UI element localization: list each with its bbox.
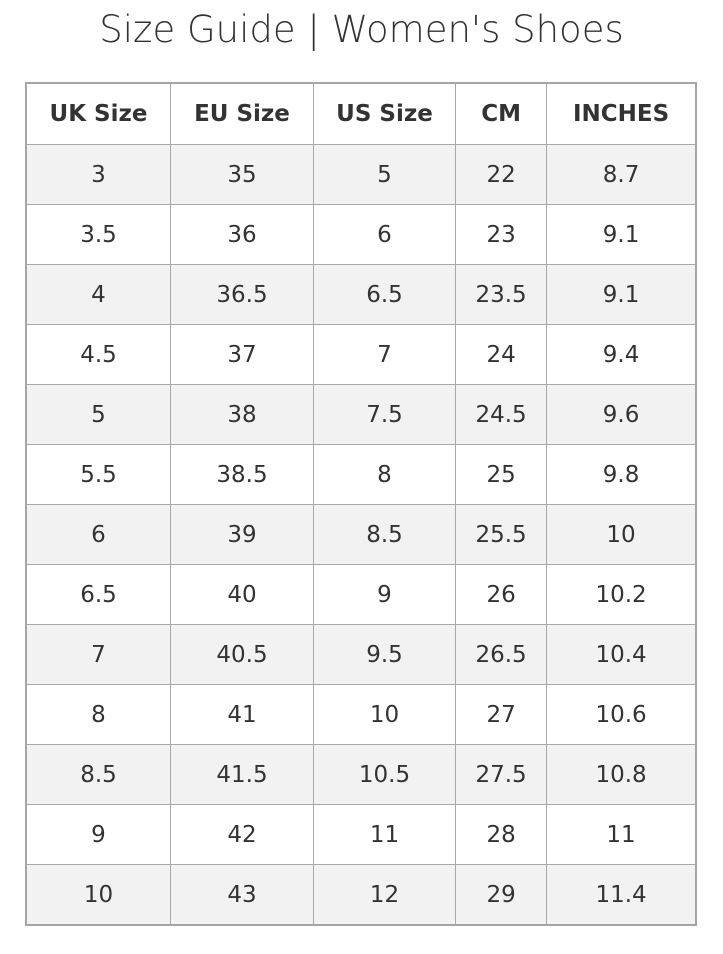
table-cell: 39 bbox=[169, 504, 314, 565]
table-body: 3 35 5 22 8.7 3.5 36 6 23 9.1 4 36.5 6.5 23.5 9.1 4.5 37… bbox=[25, 144, 697, 926]
table-cell: 10.6 bbox=[546, 684, 697, 745]
table-cell: 10.5 bbox=[312, 744, 457, 805]
table-cell: 6.5 bbox=[25, 564, 171, 625]
page-title: Size Guide | Women's Shoes bbox=[99, 8, 624, 51]
table-cell: 7 bbox=[312, 324, 457, 385]
table-cell: 26.5 bbox=[455, 624, 548, 685]
column-header: INCHES bbox=[546, 82, 697, 145]
table-cell: 29 bbox=[455, 864, 548, 926]
table-cell: 5 bbox=[25, 384, 171, 445]
column-header: US Size bbox=[312, 82, 457, 145]
table-cell: 35 bbox=[169, 144, 314, 205]
table-cell: 8.5 bbox=[25, 744, 171, 805]
table-cell: 10.2 bbox=[546, 564, 697, 625]
table-cell: 9.1 bbox=[546, 264, 697, 325]
table-cell: 27.5 bbox=[455, 744, 548, 805]
table-cell: 10.8 bbox=[546, 744, 697, 805]
table-cell: 10 bbox=[25, 864, 171, 926]
table-cell: 11 bbox=[312, 804, 457, 865]
table-cell: 23 bbox=[455, 204, 548, 265]
table-cell: 8.7 bbox=[546, 144, 697, 205]
table-row: 8.5 41.5 10.5 27.5 10.8 bbox=[25, 744, 697, 805]
table-cell: 9.1 bbox=[546, 204, 697, 265]
column-header: UK Size bbox=[25, 82, 171, 145]
table-row: 3.5 36 6 23 9.1 bbox=[25, 204, 697, 265]
table-row: 6.5 40 9 26 10.2 bbox=[25, 564, 697, 625]
table-cell: 23.5 bbox=[455, 264, 548, 325]
table-cell: 8 bbox=[25, 684, 171, 745]
table-row: 4 36.5 6.5 23.5 9.1 bbox=[25, 264, 697, 325]
table-cell: 38.5 bbox=[169, 444, 314, 505]
table-cell: 9.4 bbox=[546, 324, 697, 385]
table-cell: 8 bbox=[312, 444, 457, 505]
table-cell: 38 bbox=[169, 384, 314, 445]
table-cell: 7 bbox=[25, 624, 171, 685]
header-row: UK Size EU Size US Size CM INCHES bbox=[25, 82, 697, 145]
table-cell: 10 bbox=[546, 504, 697, 565]
table-row: 9 42 11 28 11 bbox=[25, 804, 697, 865]
table-cell: 9 bbox=[312, 564, 457, 625]
table-cell: 22 bbox=[455, 144, 548, 205]
table-cell: 4.5 bbox=[25, 324, 171, 385]
table-cell: 12 bbox=[312, 864, 457, 926]
table-cell: 25 bbox=[455, 444, 548, 505]
table-cell: 9.6 bbox=[546, 384, 697, 445]
table-cell: 41.5 bbox=[169, 744, 314, 805]
table-cell: 11.4 bbox=[546, 864, 697, 926]
table-row: 4.5 37 7 24 9.4 bbox=[25, 324, 697, 385]
table-row: 7 40.5 9.5 26.5 10.4 bbox=[25, 624, 697, 685]
table-cell: 9.8 bbox=[546, 444, 697, 505]
table-cell: 10.4 bbox=[546, 624, 697, 685]
table-row: 5.5 38.5 8 25 9.8 bbox=[25, 444, 697, 505]
table-cell: 24.5 bbox=[455, 384, 548, 445]
table-cell: 8.5 bbox=[312, 504, 457, 565]
table-cell: 26 bbox=[455, 564, 548, 625]
table-cell: 7.5 bbox=[312, 384, 457, 445]
table-row: 10 43 12 29 11.4 bbox=[25, 864, 697, 926]
column-header: EU Size bbox=[169, 82, 314, 145]
table-cell: 9 bbox=[25, 804, 171, 865]
table-cell: 5 bbox=[312, 144, 457, 205]
table-cell: 24 bbox=[455, 324, 548, 385]
table-cell: 40 bbox=[169, 564, 314, 625]
table-row: 5 38 7.5 24.5 9.6 bbox=[25, 384, 697, 445]
table-cell: 42 bbox=[169, 804, 314, 865]
table-cell: 11 bbox=[546, 804, 697, 865]
table-cell: 25.5 bbox=[455, 504, 548, 565]
table-cell: 36.5 bbox=[169, 264, 314, 325]
table-row: 6 39 8.5 25.5 10 bbox=[25, 504, 697, 565]
table-cell: 5.5 bbox=[25, 444, 171, 505]
table-cell: 27 bbox=[455, 684, 548, 745]
size-guide-table: UK Size EU Size US Size CM INCHES 3 35 5 22 8.7 3… bbox=[25, 82, 697, 926]
table-cell: 6 bbox=[312, 204, 457, 265]
table-cell: 3 bbox=[25, 144, 171, 205]
table-cell: 10 bbox=[312, 684, 457, 745]
table-cell: 28 bbox=[455, 804, 548, 865]
table-cell: 43 bbox=[169, 864, 314, 926]
table-cell: 40.5 bbox=[169, 624, 314, 685]
table-cell: 41 bbox=[169, 684, 314, 745]
table-cell: 36 bbox=[169, 204, 314, 265]
table-cell: 3.5 bbox=[25, 204, 171, 265]
table-row: 3 35 5 22 8.7 bbox=[25, 144, 697, 205]
table-cell: 4 bbox=[25, 264, 171, 325]
table-cell: 6.5 bbox=[312, 264, 457, 325]
table-cell: 6 bbox=[25, 504, 171, 565]
table-row: 8 41 10 27 10.6 bbox=[25, 684, 697, 745]
table-cell: 37 bbox=[169, 324, 314, 385]
column-header: CM bbox=[455, 82, 548, 145]
table-cell: 9.5 bbox=[312, 624, 457, 685]
